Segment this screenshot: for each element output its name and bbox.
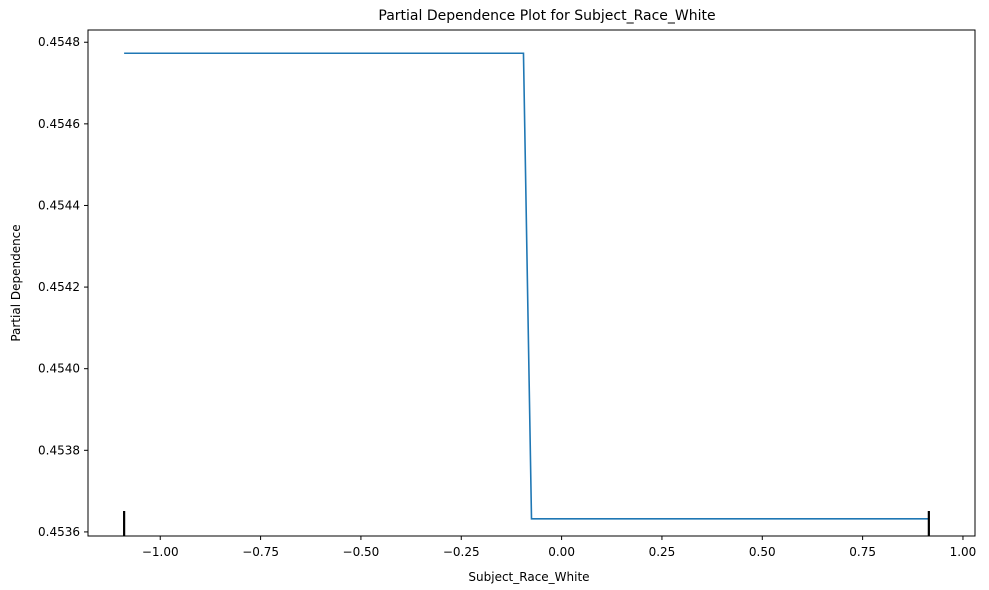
x-tick-label: −0.50 [343,545,380,559]
plot-frame [87,29,976,537]
x-tick-label: 0.25 [649,545,676,559]
chart-title: Partial Dependence Plot for Subject_Race… [378,8,715,24]
x-tick-label: 1.00 [950,545,977,559]
x-tick-label: −0.75 [242,545,279,559]
pd-line [124,52,929,520]
x-tick-label: −0.25 [443,545,480,559]
y-tick-label: 0.4548 [38,35,80,49]
y-tick-label: 0.4544 [38,198,80,212]
plot-area: −1.00 −0.75 −0.50 −0.25 0.00 0.25 0.50 0.75 1.00… [38,29,977,559]
y-axis-label: Partial Dependence [9,224,23,341]
x-tick-label: −1.00 [142,545,179,559]
x-tick-label: 0.00 [548,545,575,559]
x-tick-label: 0.50 [749,545,776,559]
x-tick-label: 0.75 [849,545,876,559]
x-axis-label: Subject_Race_White [468,570,589,584]
y-tick-label: 0.4546 [38,117,80,131]
y-tick-label: 0.4540 [38,362,80,376]
y-tick-label: 0.4536 [38,525,80,539]
y-tick-label: 0.4542 [38,280,80,294]
y-tick-label: 0.4538 [38,443,80,457]
